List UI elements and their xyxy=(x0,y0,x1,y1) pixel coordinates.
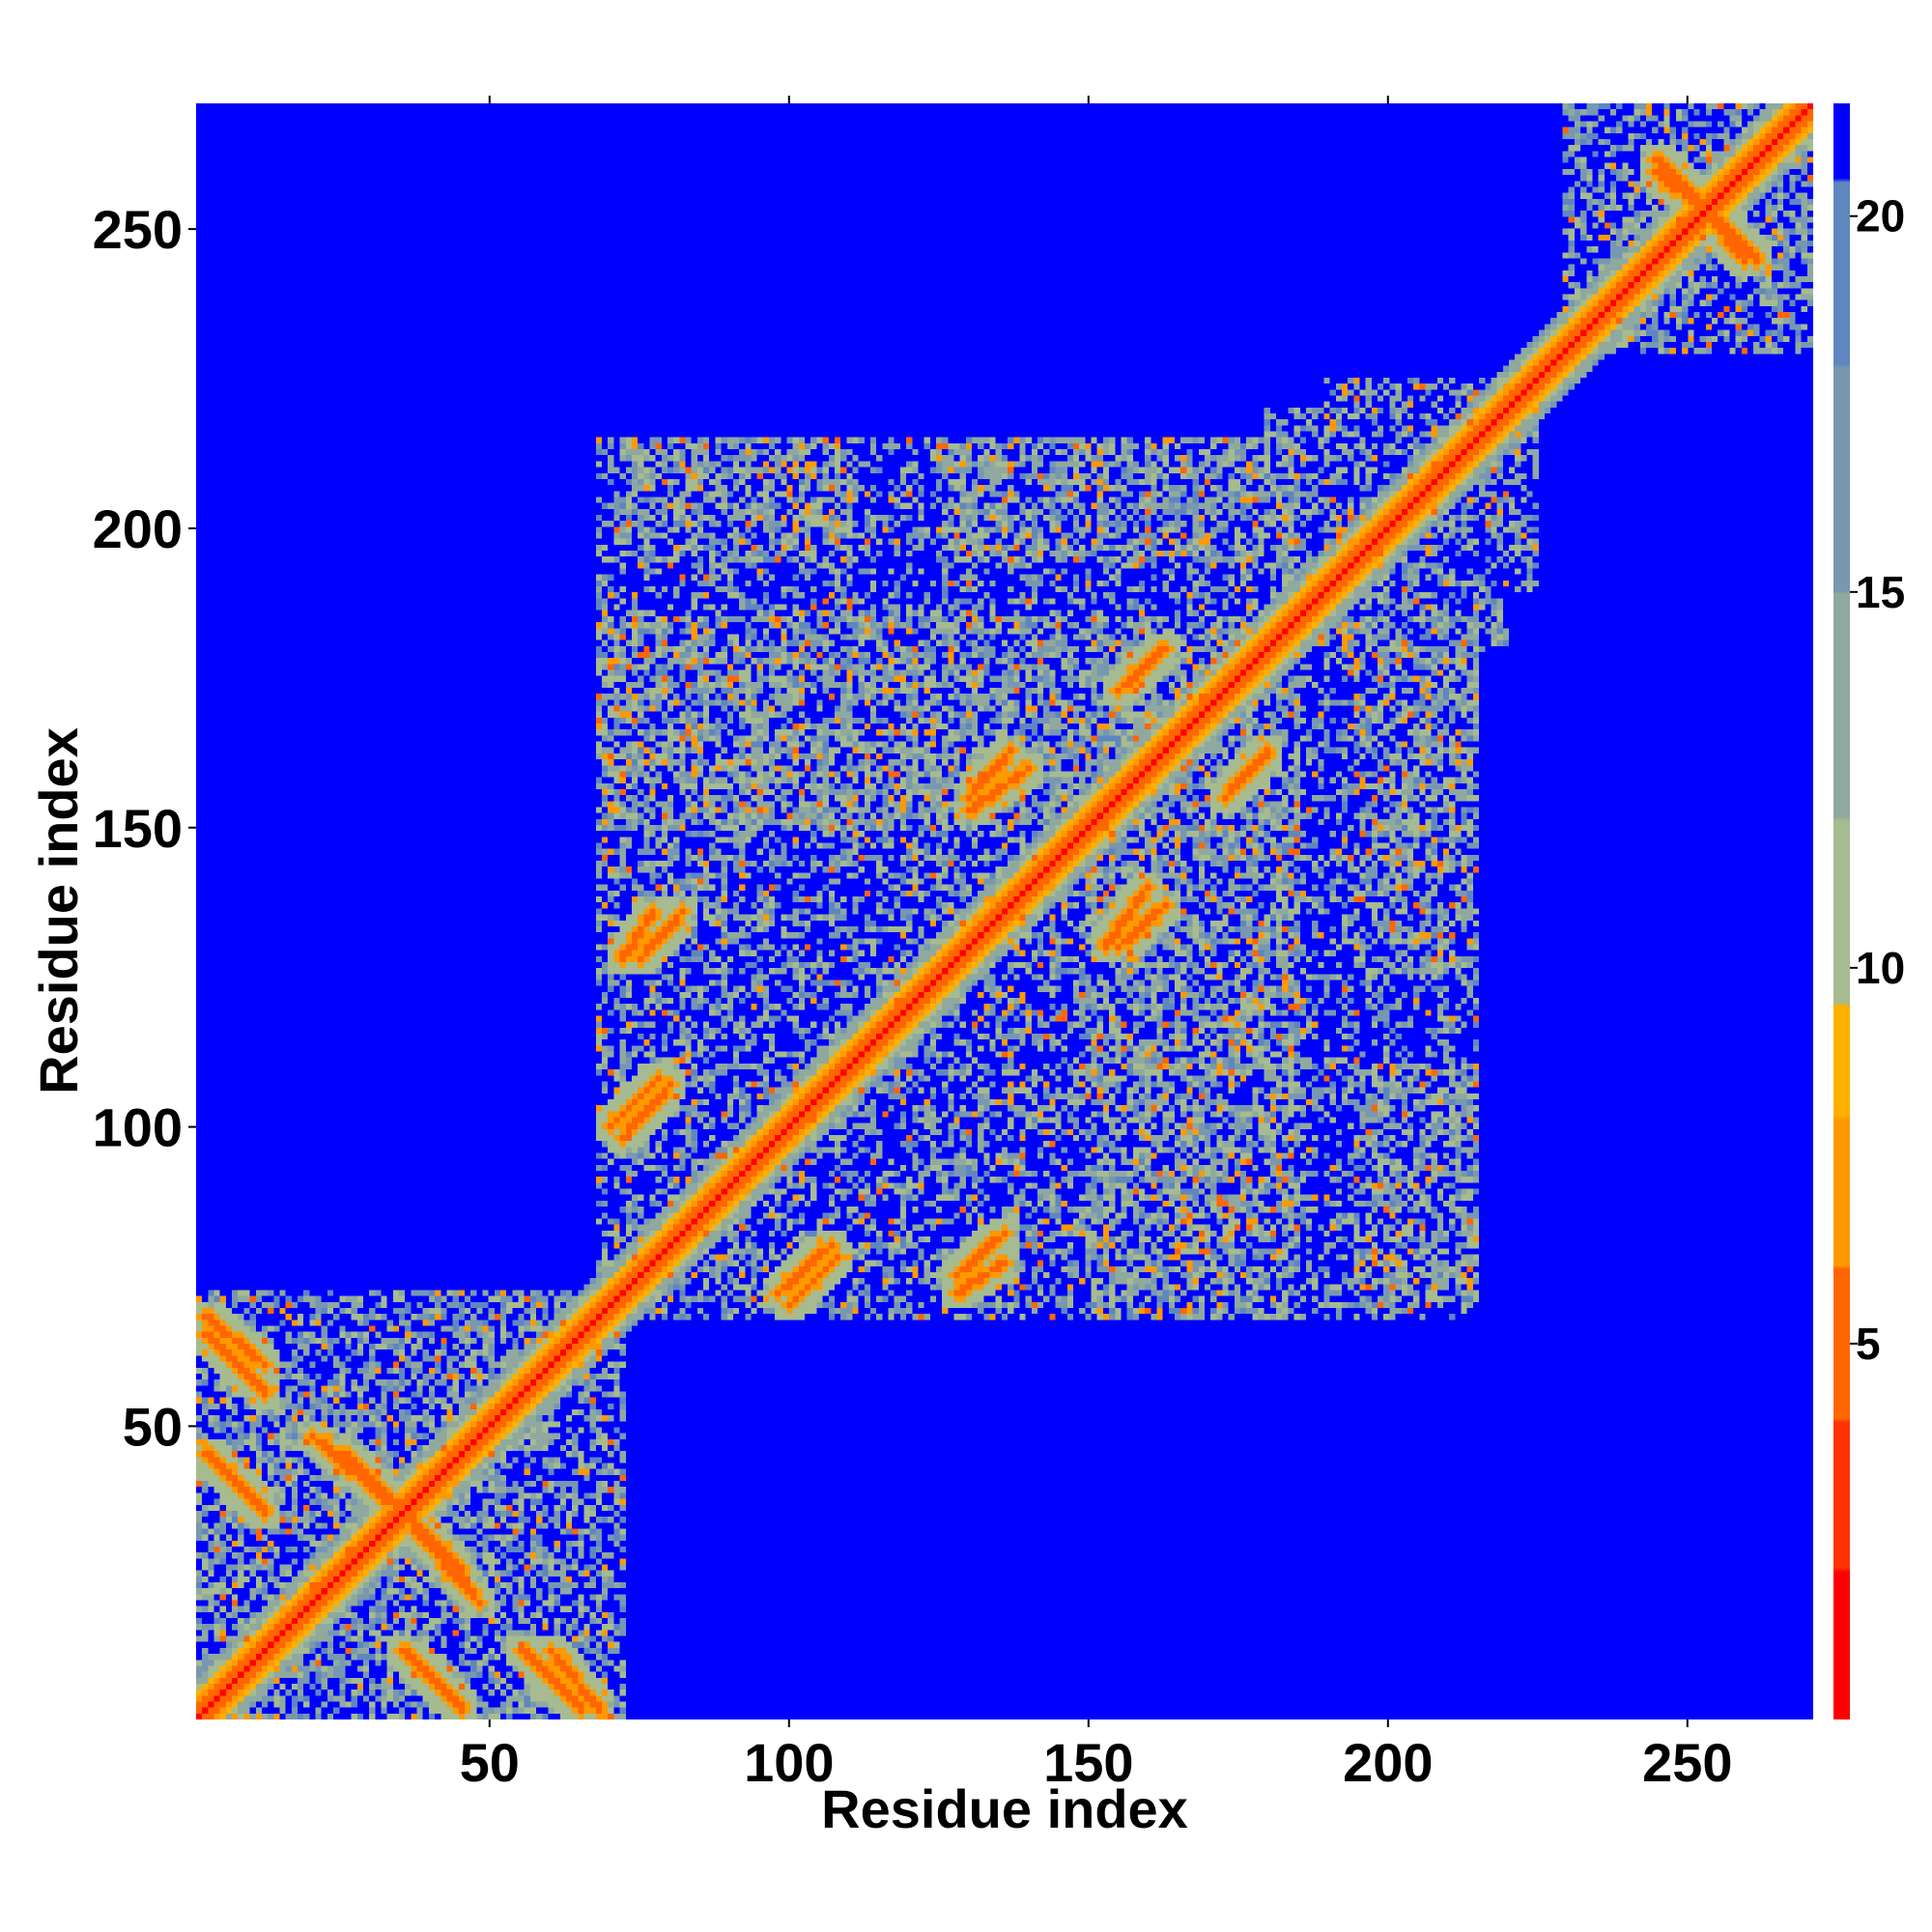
y-tick-label: 50 xyxy=(123,1396,183,1457)
y-axis-ticks: 50 100 150 200 250 xyxy=(93,199,196,1457)
y-tick-label: 250 xyxy=(93,199,183,260)
y-tick-label: 200 xyxy=(93,498,183,559)
colorbar-tick-label: 5 xyxy=(1856,1319,1881,1369)
colorbar xyxy=(1833,103,1850,1719)
x-tick-label: 250 xyxy=(1642,1732,1732,1793)
y-tick-label: 100 xyxy=(93,1097,183,1158)
y-axis-label: Residue index xyxy=(28,727,89,1094)
x-tick-label: 100 xyxy=(744,1732,834,1793)
x-axis-label: Residue index xyxy=(821,1778,1188,1839)
contact-map-heatmap xyxy=(196,103,1813,1719)
x-tick-label: 200 xyxy=(1343,1732,1433,1793)
x-axis-ticks: 50 100 150 200 250 xyxy=(460,96,1733,1793)
colorbar-tick-label: 10 xyxy=(1856,943,1905,993)
colorbar-ticks: 5 10 15 20 xyxy=(1850,191,1905,1369)
x-tick-label: 150 xyxy=(1043,1732,1133,1793)
x-tick-label: 50 xyxy=(460,1732,520,1793)
colorbar-tick-label: 15 xyxy=(1856,567,1905,617)
y-tick-label: 150 xyxy=(93,798,183,859)
colorbar-tick-label: 20 xyxy=(1856,191,1905,242)
